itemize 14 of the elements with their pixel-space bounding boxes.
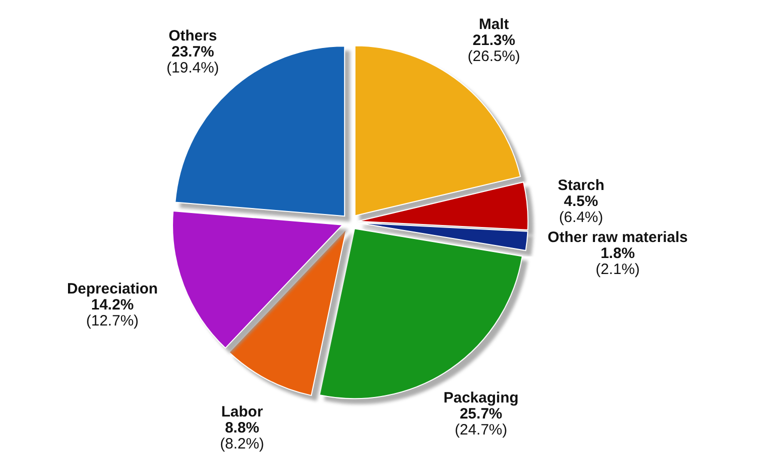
slice-label: Depreciation	[66, 280, 158, 298]
data-label: 23.7% (19.4%)	[166, 43, 220, 76]
data-label: 8.8% (8.2%)	[220, 419, 264, 452]
data-label: 1.8% (2.1%)	[596, 244, 640, 278]
data-label: 4.5% (6.4%)	[558, 192, 604, 226]
data-label: 14.2% (12.7%)	[86, 296, 139, 330]
data-label: 25.7% (24.7%)	[454, 405, 508, 438]
slice-label: Others	[168, 27, 217, 44]
slice-label: Packaging	[443, 389, 519, 406]
slice-label: Other raw materials	[548, 228, 688, 246]
slice-label: Malt	[478, 16, 509, 34]
slice-label: Starch	[558, 176, 604, 194]
data-label: 21.3% (26.5%)	[468, 32, 520, 66]
slice-label: Labor	[221, 403, 264, 420]
